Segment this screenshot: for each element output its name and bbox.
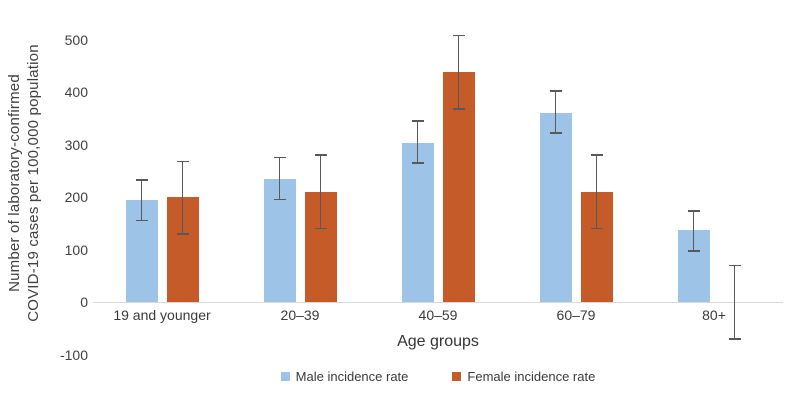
legend-item-female[interactable]: Female incidence rate [452,369,595,384]
female-legend-label: Female incidence rate [467,369,596,384]
error-bar-cap [176,233,189,235]
error-bar-cap [135,179,148,181]
error-bar-cap [314,227,327,230]
x-category-label-1: 20–39 [280,307,320,323]
legend: Male incidence rate Female incidence rat… [93,369,783,384]
error-bar-cap [687,250,700,252]
male-legend-label: Male incidence rate [295,369,409,384]
y-axis-title: Number of laboratory-confirmed COVID-19 … [5,17,45,349]
error-bar-cap [411,120,424,122]
x-category-label-4: 80+ [702,307,726,323]
error-bar-female-1 [319,155,322,229]
error-bar-female-4 [733,265,736,339]
female-legend-swatch [452,372,462,381]
error-bar-male-4 [692,211,695,252]
error-bar-cap [452,34,465,37]
error-bar-cap [411,162,424,164]
error-bar-cap [176,160,189,163]
x-axis-zero-line [93,301,783,303]
male-bar-2 [401,142,434,302]
y-axis-title-line1: Number of laboratory-confirmed [6,74,23,292]
error-bar-cap [135,219,148,222]
female-bar-2 [442,72,475,302]
error-bar-cap [590,227,603,230]
error-bar-female-2 [457,35,460,109]
error-bar-female-3 [595,155,598,229]
y-axis-title-line2: COVID-19 cases per 100,000 population [25,44,42,322]
x-category-label-0: 19 and younger [113,307,211,323]
y-tick-label: 200 [64,189,88,205]
x-category-label-2: 40–59 [418,307,458,323]
legend-item-male[interactable]: Male incidence rate [280,369,409,384]
error-bar-cap [687,210,700,212]
error-bar-female-0 [181,161,184,234]
error-bar-male-1 [278,157,281,200]
male-bar-3 [539,113,572,302]
error-bar-cap [728,338,741,340]
y-tick-label: 100 [64,241,88,258]
error-bar-cap [728,264,741,266]
error-bar-cap [273,198,286,201]
error-bar-male-2 [416,120,419,163]
error-bar-male-3 [554,90,557,133]
error-bar-cap [549,132,562,134]
error-bar-cap [452,108,465,110]
error-bar-cap [314,154,327,156]
male-legend-swatch [280,372,290,381]
error-bar-cap [590,154,603,156]
y-tick-label: 500 [64,31,88,48]
x-axis-title: Age groups [397,333,479,350]
error-bar-male-0 [140,180,143,221]
error-bar-cap [273,156,286,159]
error-bar-cap [549,90,562,92]
x-category-label-3: 60–79 [556,307,596,323]
y-tick-label: 0 [80,294,88,310]
y-tick-label: -100 [59,346,88,363]
y-tick-label: 400 [64,84,88,100]
y-tick-label: 300 [64,136,88,153]
